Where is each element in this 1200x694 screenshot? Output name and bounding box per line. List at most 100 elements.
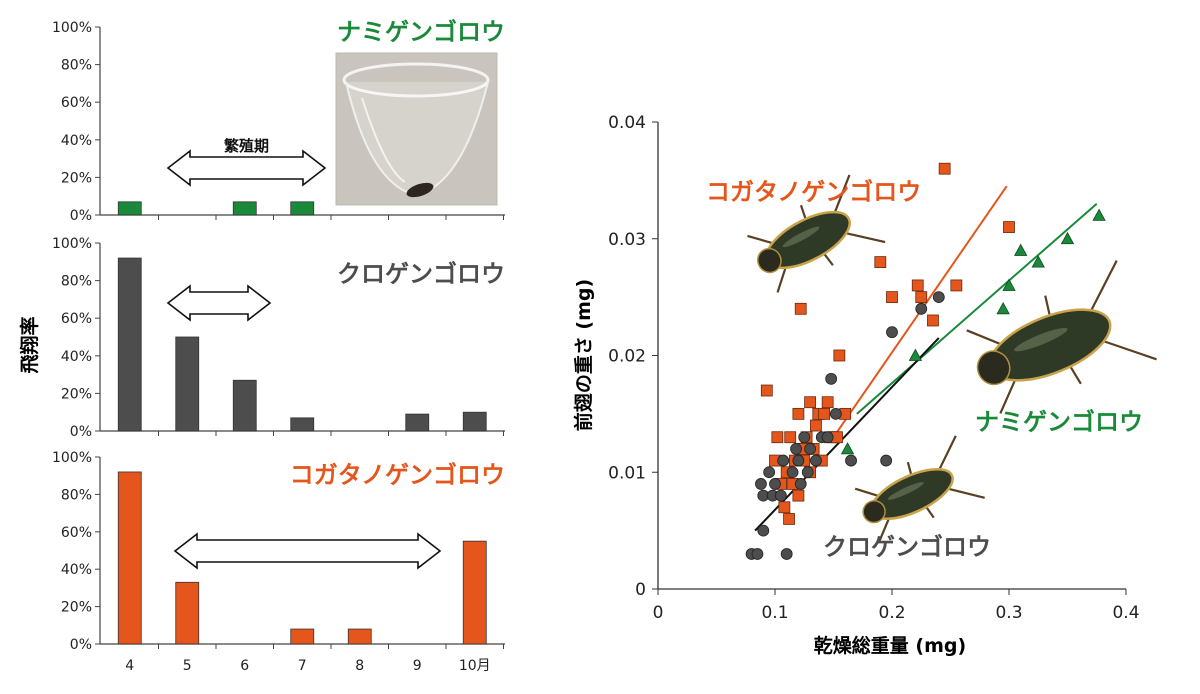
- scatter-point-circle: [845, 454, 857, 467]
- bar-x-tick-label: 6: [240, 658, 249, 674]
- scatter-point-square: [792, 407, 805, 420]
- scatter-point-square: [950, 279, 963, 292]
- bar-y-tick-label: 0%: [70, 208, 92, 224]
- bar-y-tick-label: 100%: [52, 20, 92, 36]
- scatter-point-triangle: [996, 301, 1010, 315]
- bar: [290, 628, 315, 645]
- photo-frame: [335, 52, 498, 206]
- bar: [290, 417, 315, 432]
- scatter-point-square: [927, 314, 939, 327]
- bar-x-tick-label: 9: [413, 658, 422, 674]
- scatter-point-triangle: [1002, 278, 1016, 291]
- bar-y-tick-label: 100%: [52, 450, 92, 466]
- scatter-point-circle: [763, 466, 776, 479]
- bar-y-tick-label: 80%: [61, 487, 92, 503]
- bar-y-tick-label: 60%: [61, 311, 92, 327]
- scatter-point-square: [938, 162, 951, 175]
- scatter-x-tick-label: 0.1: [761, 603, 788, 623]
- panel-title: クロゲンゴロウ: [337, 260, 505, 288]
- scatter-point-circle: [751, 548, 764, 560]
- season-arrow: [166, 284, 272, 322]
- bar-y-tick-label: 0%: [70, 637, 92, 653]
- scatter-point-circle: [757, 524, 770, 537]
- scatter-point-square: [833, 349, 846, 362]
- season-arrow-label: 繁殖期: [223, 137, 269, 155]
- bar-y-tick-label: 40%: [61, 133, 92, 149]
- scatter-point-square: [804, 396, 816, 409]
- season-arrow: [173, 532, 442, 570]
- bar-y-tick-label: 60%: [61, 95, 92, 111]
- scatter-y-tick-label: 0.03: [608, 230, 646, 250]
- scatter-point-circle: [777, 454, 790, 467]
- scatter-point-square: [760, 384, 773, 397]
- scatter-point-circle: [804, 442, 816, 455]
- scatter-point-circle: [774, 489, 787, 502]
- bar-y-tick-label: 80%: [61, 274, 92, 290]
- beetle-illustration-nami: [966, 260, 1157, 414]
- panel-title: ナミゲンゴロウ: [337, 18, 505, 46]
- scatter-point-circle: [932, 291, 945, 304]
- scatter-point-square: [794, 302, 807, 315]
- bar: [117, 201, 142, 216]
- scatter-point-circle: [798, 431, 811, 444]
- bar-x-tick-label: 7: [298, 658, 307, 674]
- scatter-point-circle: [915, 302, 928, 315]
- bar: [117, 257, 142, 432]
- scatter-y-axis-label: 前翅の重さ (mg): [572, 279, 595, 431]
- scatter-x-tick-label: 0.4: [1112, 603, 1139, 623]
- bar-y-tick-label: 100%: [52, 236, 92, 252]
- season-arrow: [166, 149, 327, 187]
- bar-y-tick-label: 80%: [61, 58, 92, 74]
- scatter-point-triangle: [1092, 208, 1106, 221]
- scatter-point-circle: [769, 478, 781, 490]
- scatter-point-triangle: [1014, 243, 1028, 256]
- bar: [175, 336, 200, 432]
- scatter-point-square: [771, 431, 784, 444]
- scatter-point-circle: [825, 372, 838, 385]
- series-label: ナミゲンゴロウ: [975, 408, 1143, 436]
- fit-line: [856, 202, 1098, 415]
- scatter-point-square: [821, 396, 834, 409]
- scatter-point-circle: [794, 478, 807, 490]
- bar-x-tick-label: 5: [183, 658, 192, 674]
- scatter-point-triangle: [1060, 231, 1075, 245]
- bar-x-tick-label: 8: [355, 658, 364, 674]
- scatter-point-square: [784, 431, 797, 444]
- bar: [232, 201, 257, 216]
- scatter-y-tick-label: 0: [635, 580, 646, 600]
- scatter-point-circle: [790, 442, 802, 455]
- cup-rim: [342, 62, 490, 98]
- scatter-point-circle: [886, 326, 898, 339]
- scatter-x-tick-label: 0.3: [995, 603, 1022, 623]
- bar: [117, 471, 142, 645]
- scatter-point-square: [1003, 221, 1015, 233]
- beetle-illustration-kogatano: [747, 174, 886, 293]
- scatter-point-square: [818, 407, 831, 420]
- bar-y-tick-label: 20%: [61, 600, 92, 616]
- scatter-point-square: [783, 513, 795, 525]
- scatter-y-tick-label: 0.04: [608, 113, 646, 133]
- scatter-x-tick-label: 0: [653, 603, 664, 623]
- scatter-point-square: [886, 291, 898, 304]
- photo-beetle: [406, 182, 434, 198]
- scatter-point-circle: [755, 478, 767, 490]
- bar: [347, 628, 372, 645]
- scatter-y-tick-label: 0.02: [608, 347, 646, 367]
- scatter-point-square: [874, 256, 887, 269]
- bar: [462, 540, 487, 645]
- bar-y-tick-label: 40%: [61, 562, 92, 578]
- bar: [462, 411, 487, 432]
- scatter-point-circle: [786, 466, 799, 479]
- bar-y-axis-label: 飛翔率: [18, 316, 41, 373]
- scatter-point-triangle: [840, 442, 855, 455]
- bar-y-tick-label: 20%: [61, 386, 92, 402]
- scatter-point-square: [911, 279, 924, 292]
- scatter-x-tick-label: 0.2: [878, 603, 905, 623]
- bar-y-tick-label: 20%: [61, 170, 92, 186]
- bar-x-tick-label: 10月: [459, 658, 491, 674]
- bar: [175, 581, 200, 645]
- scatter-point-circle: [801, 466, 814, 479]
- scatter-point-triangle: [1031, 255, 1045, 268]
- scatter-x-axis-label: 乾燥総重量 (mg): [814, 634, 966, 657]
